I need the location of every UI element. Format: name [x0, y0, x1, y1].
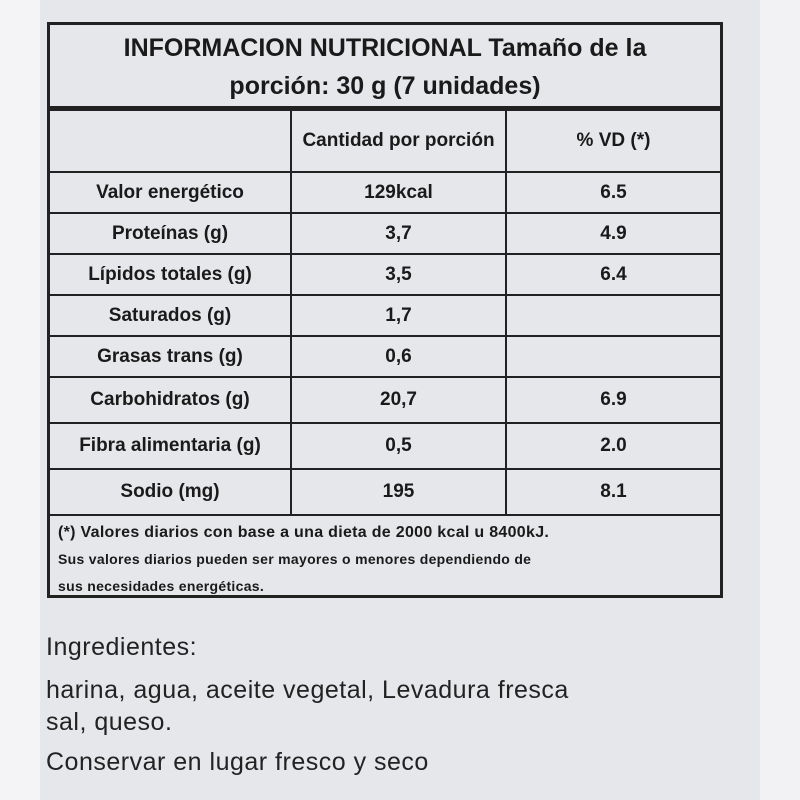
title-line-1: INFORMACION NUTRICIONAL Tamaño de la	[123, 34, 647, 62]
table-row: Fibra alimentaria (g) 0,5 2.0	[50, 422, 720, 470]
daily-value: 6.4	[505, 253, 720, 296]
storage-instructions: Conservar en lugar fresco y seco	[46, 748, 429, 776]
table-row: Grasas trans (g) 0,6	[50, 335, 720, 378]
footnote-line: (*) Valores diarios con base a una dieta…	[58, 524, 550, 541]
nutrient-name: Carbohidratos (g)	[50, 376, 292, 424]
daily-value	[505, 294, 720, 337]
nutrient-name: Valor energético	[50, 171, 292, 214]
table-row: Saturados (g) 1,7	[50, 294, 720, 337]
photo-edge-right	[760, 0, 800, 800]
nutrient-name: Proteínas (g)	[50, 212, 292, 255]
ingredients-heading: Ingredientes:	[46, 633, 198, 661]
amount-per-serving: 3,5	[290, 253, 507, 296]
amount-per-serving: 3,7	[290, 212, 507, 255]
nutrition-table-box: INFORMACION NUTRICIONAL Tamaño de la por…	[47, 22, 723, 598]
nutrition-table: Cantidad por porción% VD (*) Valor energé…	[50, 109, 720, 516]
nutrient-name: Lípidos totales (g)	[50, 253, 292, 296]
footnote-line: Sus valores diarios pueden ser mayores o…	[58, 551, 532, 567]
table-row: Carbohidratos (g) 20,7 6.9	[50, 376, 720, 424]
amount-per-serving: 0,6	[290, 335, 507, 378]
footnote-line: sus necesidades energéticas.	[58, 578, 265, 594]
daily-value	[505, 335, 720, 378]
ingredients-line: harina, agua, aceite vegetal, Levadura f…	[46, 676, 569, 704]
daily-value: 4.9	[505, 212, 720, 255]
column-header	[50, 109, 292, 173]
daily-value: 6.9	[505, 376, 720, 424]
nutrient-name: Sodio (mg)	[50, 468, 292, 516]
amount-per-serving: 1,7	[290, 294, 507, 337]
daily-value: 6.5	[505, 171, 720, 214]
nutrient-name: Grasas trans (g)	[50, 335, 292, 378]
daily-value: 2.0	[505, 422, 720, 470]
footnote: (*) Valores diarios con base a una dieta…	[58, 519, 549, 600]
amount-per-serving: 0,5	[290, 422, 507, 470]
daily-value: 8.1	[505, 468, 720, 516]
table-row: Valor energético 129kcal 6.5	[50, 171, 720, 214]
column-header: Cantidad por porción	[290, 109, 507, 173]
column-header: % VD (*)	[505, 109, 720, 173]
nutrient-name: Saturados (g)	[50, 294, 292, 337]
nutrient-name: Fibra alimentaria (g)	[50, 422, 292, 470]
amount-per-serving: 195	[290, 468, 507, 516]
amount-per-serving: 129kcal	[290, 171, 507, 214]
table-row: Lípidos totales (g) 3,5 6.4	[50, 253, 720, 296]
table-row: Sodio (mg) 195 8.1	[50, 468, 720, 516]
amount-per-serving: 20,7	[290, 376, 507, 424]
table-row: Proteínas (g) 3,7 4.9	[50, 212, 720, 255]
nutrition-title: INFORMACION NUTRICIONAL Tamaño de la por…	[50, 25, 720, 109]
ingredients-line: sal, queso.	[46, 708, 173, 736]
photo-edge-left	[0, 0, 40, 800]
title-line-2: porción: 30 g (7 unidades)	[229, 72, 541, 100]
header-row: Cantidad por porción% VD (*)	[50, 109, 720, 173]
